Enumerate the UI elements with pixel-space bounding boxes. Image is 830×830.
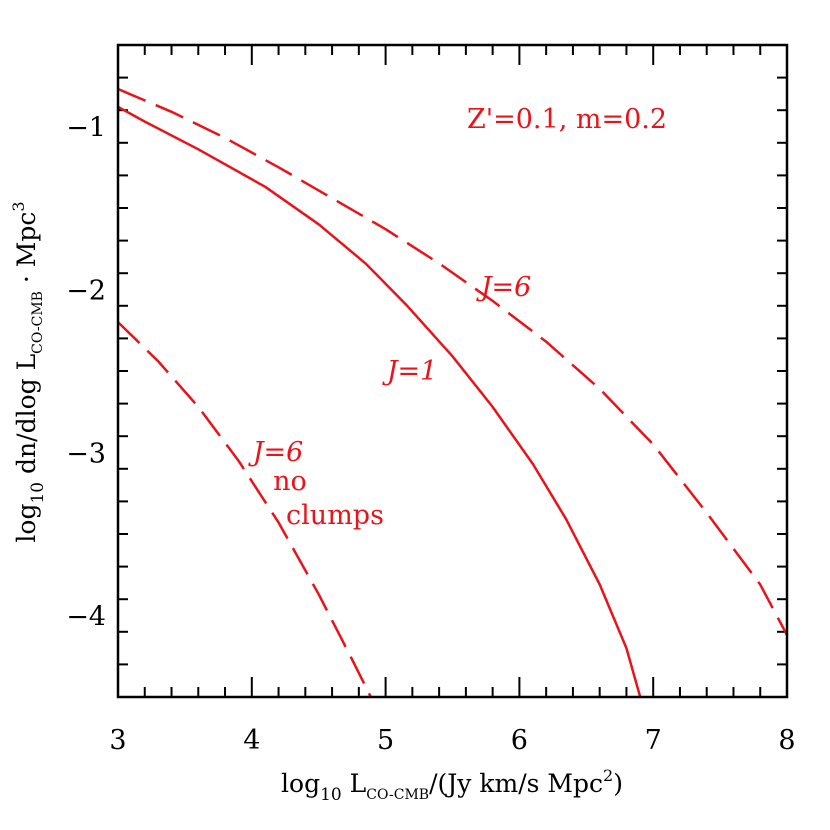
y-tick-label: −3 xyxy=(66,439,106,470)
annotation-no: no xyxy=(273,466,307,497)
y-tick-label: −2 xyxy=(66,276,106,307)
x-tick-label: 7 xyxy=(645,725,662,756)
y-tick-label: −4 xyxy=(66,602,106,633)
x-tick-label: 3 xyxy=(109,725,126,756)
x-axis-title: log10 LCO-CMB/(Jy km/s Mpc2) xyxy=(281,766,623,805)
annotation-clumps: clumps xyxy=(286,500,384,531)
x-tick-label: 8 xyxy=(778,725,795,756)
annotation-j1: J=1 xyxy=(382,356,438,387)
series-0-line xyxy=(118,105,642,697)
tick-labels: 3 4 5 6 7 8 −1 −2 −3 −4 xyxy=(66,113,795,757)
series-2-line xyxy=(118,321,373,697)
annotation-j6-upper: J=6 xyxy=(476,272,532,303)
plot-frame xyxy=(116,43,789,699)
x-tick-label: 4 xyxy=(243,725,260,756)
series-layer xyxy=(118,87,787,697)
annotation-j6-lower: J=6 xyxy=(248,437,304,468)
y-tick-label: −1 xyxy=(66,113,106,144)
series-1-line xyxy=(118,87,787,636)
annotation-params: Z'=0.1, m=0.2 xyxy=(467,104,667,135)
x-tick-label: 5 xyxy=(377,725,394,756)
axis-ticks xyxy=(117,44,788,698)
y-axis-title: log10 dn/dlog LCO-CMB · Mpc3 xyxy=(9,201,48,542)
x-tick-label: 6 xyxy=(511,725,528,756)
